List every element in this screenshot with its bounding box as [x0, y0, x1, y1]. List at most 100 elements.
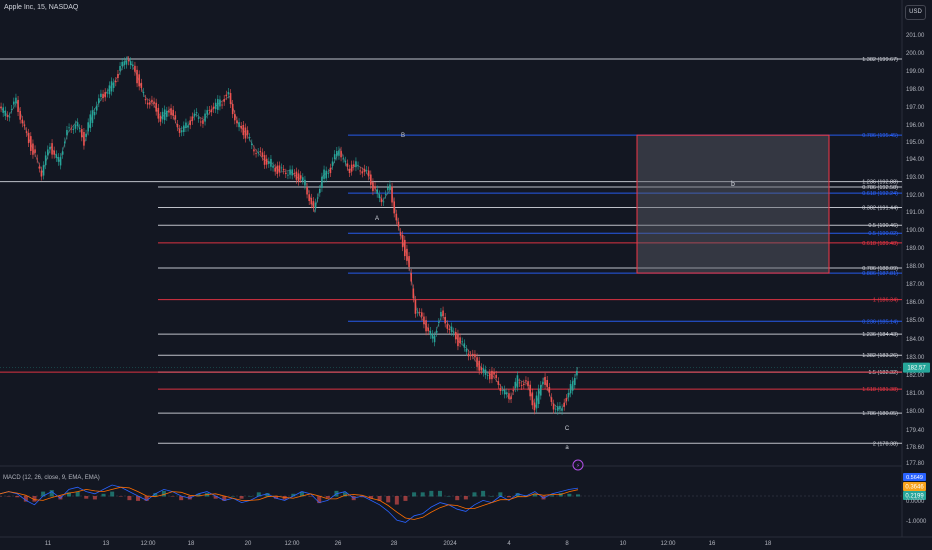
- fib-level-label: 1.5 (182.32): [868, 370, 898, 376]
- time-tick: 26: [335, 541, 342, 547]
- macd-histogram-bar: [506, 496, 511, 498]
- candle-body: [340, 150, 342, 158]
- fib-level-label: 1.618 (181.38): [862, 387, 898, 393]
- candle-body: [74, 124, 77, 129]
- price-tick: 180.00: [906, 409, 925, 415]
- candle-body: [23, 124, 26, 126]
- candle-body: [227, 91, 230, 95]
- macd-histogram-bar: [429, 490, 434, 497]
- candle-body: [476, 357, 478, 367]
- candle-body: [357, 165, 359, 167]
- price-tick: 191.00: [906, 210, 925, 216]
- candle-body: [508, 393, 510, 399]
- event-lightning-icon[interactable]: [572, 459, 584, 471]
- price-tick: 190.00: [906, 228, 925, 234]
- candle-body: [374, 186, 376, 189]
- candle-body: [435, 330, 438, 333]
- price-tick: 184.00: [906, 337, 925, 343]
- candle-body: [395, 213, 398, 221]
- candle-body: [25, 131, 28, 133]
- candle-body: [338, 150, 340, 156]
- candle-body: [421, 312, 423, 317]
- candle-body: [378, 194, 381, 199]
- candle-body: [4, 110, 7, 117]
- macd-top-value: 0.5649: [906, 475, 923, 481]
- candle-body: [225, 94, 228, 97]
- candle-body: [440, 311, 442, 317]
- candle-body: [72, 128, 75, 131]
- candle-body: [176, 124, 179, 128]
- candle-body: [380, 198, 383, 203]
- macd-histogram-bar: [343, 492, 348, 497]
- macd-histogram-bar: [75, 491, 80, 497]
- candle-body: [333, 154, 336, 160]
- candle-body: [40, 170, 43, 177]
- macd-histogram-bar: [550, 495, 555, 497]
- macd-title[interactable]: MACD (12, 26, close, 9, EMA, EMA): [3, 475, 100, 481]
- time-tick: 18: [765, 541, 772, 547]
- macd-histogram-bar: [170, 496, 175, 497]
- candle-body: [253, 149, 255, 152]
- macd-histogram-bar: [230, 496, 235, 497]
- candle-body: [518, 382, 521, 384]
- fib-level-label: 1.236 (184.43): [862, 332, 898, 338]
- candle-body: [127, 60, 130, 62]
- symbol-title[interactable]: Apple Inc, 15, NASDAQ: [4, 4, 79, 11]
- candle-body: [548, 386, 551, 393]
- candle-body: [408, 256, 410, 267]
- time-tick: 11: [45, 541, 52, 547]
- macd-histogram-bar: [92, 496, 97, 500]
- macd-histogram-bar: [179, 496, 184, 501]
- macd-histogram-bar: [377, 496, 382, 501]
- fib-level-label: 1 (186.34): [873, 298, 898, 304]
- candle-body: [183, 125, 185, 133]
- candle-body: [53, 150, 55, 155]
- macd-histogram-bar: [455, 496, 460, 501]
- candle-body: [153, 101, 155, 104]
- macd-histogram-bar: [360, 496, 365, 498]
- candle-body: [76, 122, 79, 127]
- candle-body: [34, 149, 36, 153]
- price-tick: 186.00: [906, 300, 925, 306]
- candle-body: [467, 353, 470, 357]
- candle-body: [223, 99, 225, 102]
- candle-body: [450, 326, 453, 332]
- candle-body: [306, 186, 308, 195]
- candle-body: [174, 115, 177, 120]
- candle-body: [389, 184, 391, 190]
- fib-level-label: 0.236 (185.14): [862, 319, 898, 325]
- candle-body: [119, 66, 121, 71]
- candle-body: [83, 132, 85, 146]
- candle-body: [520, 385, 523, 387]
- candle-body: [123, 61, 126, 66]
- candle-body: [195, 112, 198, 114]
- price-tick: 182.00: [906, 373, 925, 379]
- price-tick: 199.00: [906, 69, 925, 75]
- candle-body: [323, 169, 325, 179]
- candle-body: [501, 390, 504, 392]
- fib-level-label: 0.618 (189.48): [862, 241, 898, 247]
- candle-body: [370, 174, 372, 185]
- candle-body: [331, 161, 334, 166]
- macd-histogram-bar: [153, 493, 158, 497]
- macd-histogram-bar: [317, 496, 322, 504]
- candle-body: [89, 114, 92, 129]
- candle-body: [425, 320, 427, 332]
- candle-body: [140, 82, 143, 88]
- candle-body: [533, 402, 536, 411]
- candle-body: [329, 167, 332, 174]
- candle-body: [401, 235, 404, 248]
- candle-body: [70, 128, 72, 130]
- target-box[interactable]: [636, 134, 830, 274]
- candle-body: [372, 182, 374, 192]
- candle-body: [399, 232, 402, 236]
- macd-histogram-bar: [84, 496, 89, 499]
- currency-button[interactable]: USD: [905, 5, 926, 20]
- time-tick: 18: [188, 541, 195, 547]
- price-tick: 188.00: [906, 264, 925, 270]
- candle-body: [561, 408, 563, 411]
- candle-body: [166, 110, 168, 117]
- macd-histogram-bar: [394, 496, 399, 505]
- candle-body: [255, 152, 257, 154]
